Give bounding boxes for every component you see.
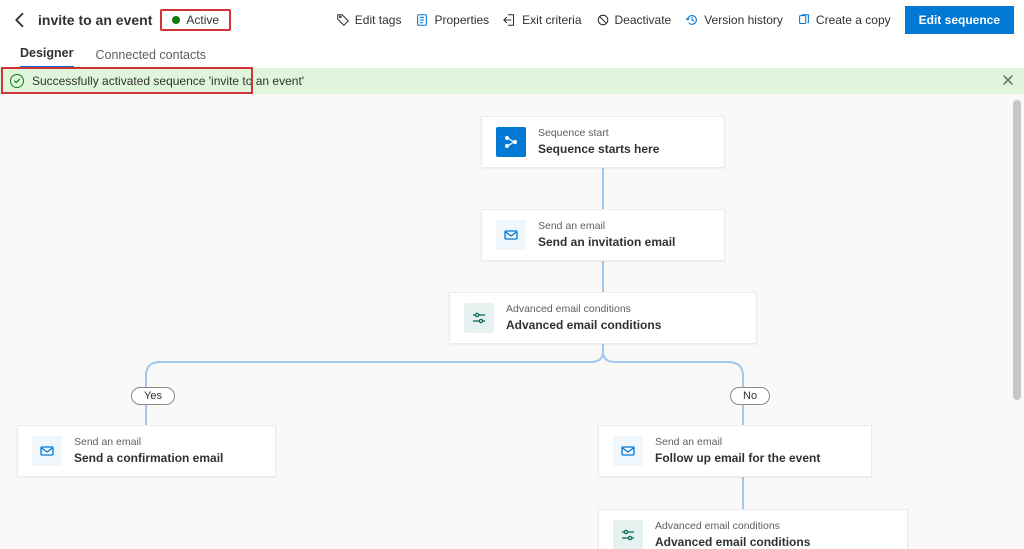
status-dot-icon bbox=[172, 16, 180, 24]
card-small-label: Send an email bbox=[655, 436, 820, 450]
card-small-label: Advanced email conditions bbox=[655, 520, 810, 534]
success-banner: Successfully activated sequence 'invite … bbox=[0, 68, 1024, 94]
banner-close-icon[interactable] bbox=[1002, 74, 1014, 89]
node-confirmation-email[interactable]: Send an email Send a confirmation email bbox=[17, 425, 276, 477]
status-text: Active bbox=[186, 13, 219, 27]
designer-canvas[interactable]: Sequence start Sequence starts here Send… bbox=[0, 94, 1024, 549]
mail-icon bbox=[496, 220, 526, 250]
edit-tags-button[interactable]: Edit tags bbox=[336, 13, 402, 27]
card-big-label: Advanced email conditions bbox=[655, 534, 810, 549]
exit-icon bbox=[503, 13, 517, 27]
node-followup-email[interactable]: Send an email Follow up email for the ev… bbox=[598, 425, 872, 477]
branch-label-no: No bbox=[730, 387, 770, 405]
success-check-icon bbox=[10, 74, 24, 88]
card-big-label: Send a confirmation email bbox=[74, 450, 223, 466]
card-big-label: Sequence starts here bbox=[538, 141, 659, 157]
status-badge: Active bbox=[160, 9, 231, 31]
create-copy-label: Create a copy bbox=[816, 13, 891, 27]
card-small-label: Sequence start bbox=[538, 127, 659, 141]
card-small-label: Send an email bbox=[74, 436, 223, 450]
copy-icon bbox=[797, 13, 811, 27]
page-title: invite to an event bbox=[38, 12, 152, 28]
mail-icon bbox=[32, 436, 62, 466]
banner-wrap: Successfully activated sequence 'invite … bbox=[0, 68, 1024, 94]
properties-icon bbox=[415, 13, 429, 27]
deactivate-button[interactable]: Deactivate bbox=[596, 13, 672, 27]
scrollbar-thumb[interactable] bbox=[1013, 100, 1021, 400]
card-big-label: Send an invitation email bbox=[538, 234, 675, 250]
deactivate-icon bbox=[596, 13, 610, 27]
node-sequence-start[interactable]: Sequence start Sequence starts here bbox=[481, 116, 725, 168]
command-bar: Edit tags Properties Exit criteria Deact… bbox=[336, 6, 1014, 34]
properties-label: Properties bbox=[434, 13, 489, 27]
connector bbox=[603, 344, 743, 425]
deactivate-label: Deactivate bbox=[615, 13, 672, 27]
back-arrow-icon[interactable] bbox=[10, 10, 30, 30]
tab-connected-contacts[interactable]: Connected contacts bbox=[96, 48, 207, 68]
card-big-label: Follow up email for the event bbox=[655, 450, 820, 466]
version-history-label: Version history bbox=[704, 13, 783, 27]
branch-label-yes: Yes bbox=[131, 387, 175, 405]
edit-sequence-button[interactable]: Edit sequence bbox=[905, 6, 1014, 34]
banner-left: Successfully activated sequence 'invite … bbox=[10, 74, 304, 88]
card-big-label: Advanced email conditions bbox=[506, 317, 661, 333]
conditions-icon bbox=[464, 303, 494, 333]
header-left: invite to an event Active bbox=[10, 9, 231, 31]
version-history-button[interactable]: Version history bbox=[685, 13, 783, 27]
start-icon bbox=[496, 127, 526, 157]
page-header: invite to an event Active Edit tags Prop… bbox=[0, 0, 1024, 40]
node-advanced-conditions-2[interactable]: Advanced email conditions Advanced email… bbox=[598, 509, 908, 549]
mail-icon bbox=[613, 436, 643, 466]
exit-criteria-label: Exit criteria bbox=[522, 13, 581, 27]
card-small-label: Send an email bbox=[538, 220, 675, 234]
tab-bar: Designer Connected contacts bbox=[0, 40, 1024, 68]
properties-button[interactable]: Properties bbox=[415, 13, 489, 27]
create-copy-button[interactable]: Create a copy bbox=[797, 13, 891, 27]
tag-icon bbox=[336, 13, 350, 27]
connector bbox=[146, 344, 603, 425]
tab-designer[interactable]: Designer bbox=[20, 46, 74, 68]
banner-text: Successfully activated sequence 'invite … bbox=[32, 74, 304, 88]
exit-criteria-button[interactable]: Exit criteria bbox=[503, 13, 581, 27]
history-icon bbox=[685, 13, 699, 27]
canvas-scrollbar[interactable] bbox=[1013, 94, 1021, 549]
node-send-invitation-email[interactable]: Send an email Send an invitation email bbox=[481, 209, 725, 261]
node-advanced-conditions[interactable]: Advanced email conditions Advanced email… bbox=[449, 292, 757, 344]
card-small-label: Advanced email conditions bbox=[506, 303, 661, 317]
conditions-icon bbox=[613, 520, 643, 549]
edit-tags-label: Edit tags bbox=[355, 13, 402, 27]
